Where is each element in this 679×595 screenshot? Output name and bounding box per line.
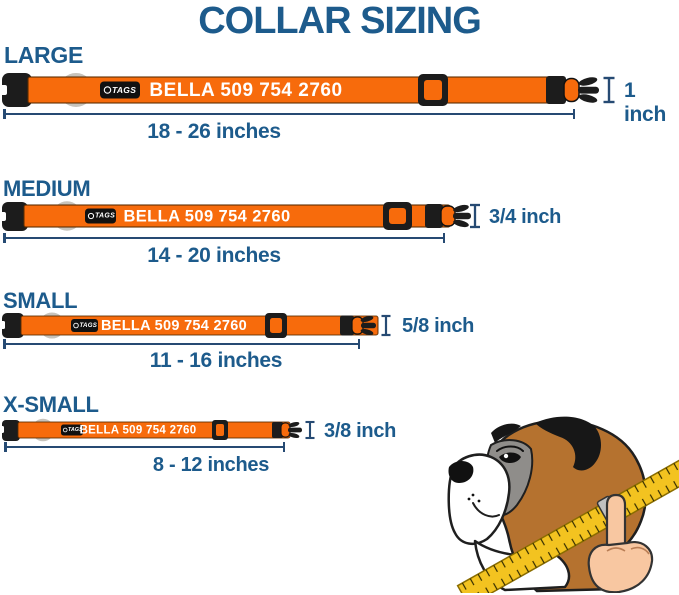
collar-text: BELLA 509 754 2760 bbox=[123, 208, 290, 226]
brand-tag: TAGS bbox=[71, 319, 98, 332]
dog-nose bbox=[448, 461, 474, 483]
buckle-prongs bbox=[288, 421, 302, 439]
collar-strap bbox=[20, 315, 379, 336]
buckle-right bbox=[546, 76, 599, 104]
buckle-right bbox=[425, 204, 471, 228]
size-label-small: SMALL bbox=[3, 288, 78, 313]
range-label-large: 18 - 26 inches bbox=[147, 120, 281, 143]
buckle-right bbox=[272, 421, 302, 439]
brand-tag: TAGS bbox=[100, 81, 140, 99]
hand bbox=[587, 493, 654, 593]
length-line-small bbox=[3, 338, 360, 349]
brand-tag-label: TAGS bbox=[80, 322, 98, 329]
tri-glide-slider bbox=[418, 74, 448, 106]
buckle-prongs bbox=[578, 77, 599, 103]
width-indicator bbox=[305, 420, 315, 440]
collar-graphic-small: TAGS BELLA 509 754 2760 bbox=[0, 312, 391, 339]
size-label-large: LARGE bbox=[4, 42, 84, 68]
width-label-small: 5/8 inch bbox=[402, 315, 475, 337]
width-label-large: 1 inch bbox=[624, 79, 666, 126]
width-indicator bbox=[381, 314, 391, 337]
collar-text: BELLA 509 754 2760 bbox=[149, 80, 342, 101]
brand-tag: TAGS bbox=[85, 208, 116, 224]
range-label-medium: 14 - 20 inches bbox=[147, 244, 281, 267]
collar-graphic-large: TAGS BELLA 509 754 2760 bbox=[0, 73, 615, 107]
dog-mouth-line bbox=[472, 502, 500, 518]
brand-tag-label: TAGS bbox=[95, 213, 115, 220]
dog-ear bbox=[535, 416, 601, 471]
dog-measuring-illustration bbox=[447, 416, 679, 593]
length-line-xsmall bbox=[4, 441, 285, 452]
width-indicator bbox=[470, 203, 480, 229]
buckle-prongs bbox=[453, 204, 471, 228]
brand-tag-label: TAGS bbox=[112, 85, 136, 95]
gotags-logo-icon bbox=[62, 427, 68, 433]
index-finger bbox=[605, 493, 627, 557]
collar-text: BELLA 509 754 2760 bbox=[101, 318, 247, 334]
width-label-medium: 3/4 inch bbox=[489, 206, 562, 228]
range-label-xsmall: 8 - 12 inches bbox=[152, 454, 270, 476]
collar-graphic-medium: TAGS BELLA 509 754 2760 bbox=[0, 201, 480, 231]
size-label-medium: MEDIUM bbox=[3, 176, 91, 201]
page-title: COLLAR SIZING bbox=[198, 0, 482, 42]
gotags-logo-icon bbox=[87, 212, 95, 220]
width-indicator bbox=[603, 76, 615, 104]
range-label-small: 11 - 16 inches bbox=[149, 349, 283, 372]
collar-text: BELLA 509 754 2760 bbox=[80, 425, 197, 437]
length-line-medium bbox=[3, 232, 445, 243]
tri-glide-slider bbox=[212, 420, 228, 440]
dog-whisker-dots bbox=[467, 493, 481, 503]
dog-head-patch bbox=[491, 423, 521, 443]
buckle-prongs bbox=[360, 316, 376, 335]
width-label-xsmall: 3/8 inch bbox=[324, 420, 397, 442]
length-line-large bbox=[3, 108, 575, 119]
tri-glide-slider bbox=[265, 313, 287, 338]
palm bbox=[587, 541, 654, 593]
collar-graphic-xsmall: TAGS BELLA 509 754 2760 bbox=[0, 418, 315, 442]
measuring-tape bbox=[456, 446, 679, 593]
gotags-logo-icon bbox=[103, 86, 112, 94]
size-label-xsmall: X-SMALL bbox=[3, 392, 99, 417]
gotags-logo-icon bbox=[73, 322, 79, 329]
brand-tag-label: TAGS bbox=[68, 427, 83, 433]
buckle-right bbox=[340, 315, 376, 336]
tri-glide-slider bbox=[383, 202, 412, 230]
dog-eye bbox=[496, 445, 524, 463]
brand-tag: TAGS bbox=[61, 424, 83, 436]
